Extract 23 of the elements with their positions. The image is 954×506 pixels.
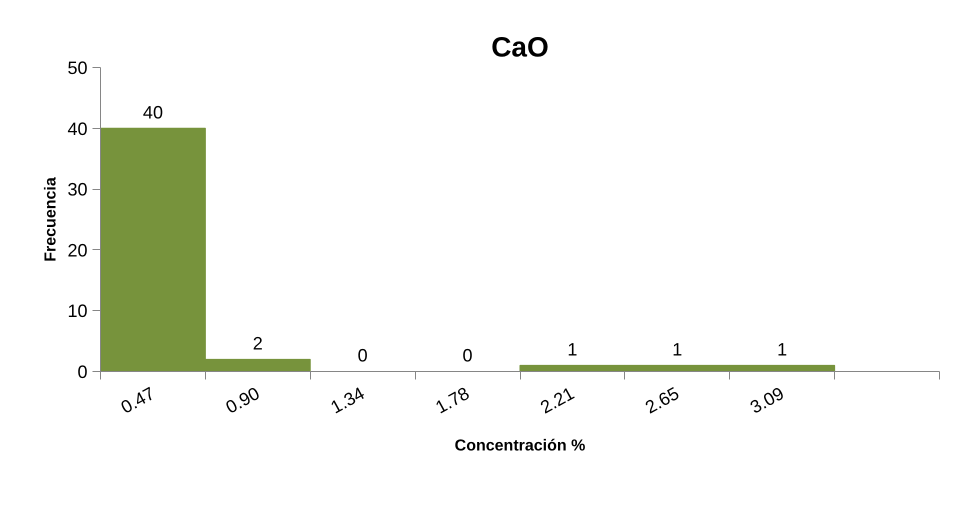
data-label: 1 bbox=[777, 339, 788, 360]
y-tick-label: 30 bbox=[67, 180, 88, 200]
y-tick-label: 40 bbox=[67, 118, 88, 139]
y-axis-title: Frecuencia bbox=[42, 177, 60, 262]
x-tick-label: 1.78 bbox=[432, 383, 473, 418]
data-label: 0 bbox=[462, 346, 473, 366]
x-tick-label: 2.65 bbox=[642, 383, 682, 418]
x-tick-label: 0.90 bbox=[222, 383, 263, 418]
x-tick-label: 1.34 bbox=[327, 383, 368, 418]
x-tick-label: 0.47 bbox=[118, 383, 158, 418]
y-tick-label: 0 bbox=[77, 362, 88, 382]
x-axis-title: Concentración % bbox=[454, 438, 586, 455]
x-tick-label: 3.09 bbox=[746, 383, 788, 418]
data-label: 1 bbox=[672, 339, 682, 360]
data-label: 2 bbox=[252, 333, 263, 354]
data-label: 1 bbox=[567, 339, 578, 360]
y-tick-label: 10 bbox=[67, 301, 88, 322]
y-tick-label: 20 bbox=[67, 240, 88, 260]
y-tick-label: 50 bbox=[67, 58, 88, 78]
x-tick-label: 2.21 bbox=[537, 383, 578, 418]
chart-title: CaO bbox=[491, 32, 549, 62]
data-label: 40 bbox=[142, 102, 163, 122]
data-label: 0 bbox=[358, 346, 368, 366]
